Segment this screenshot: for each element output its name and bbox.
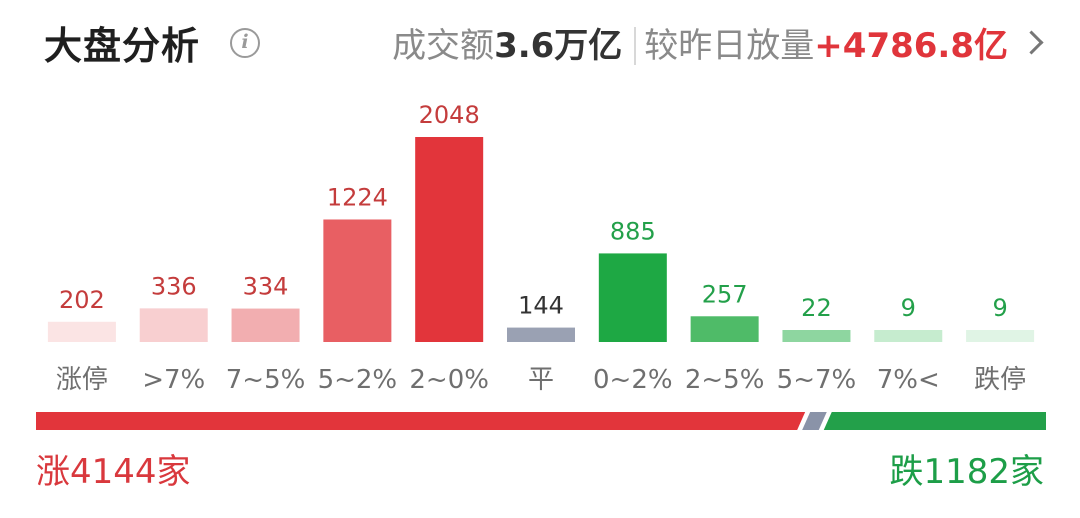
info-icon[interactable]: i — [230, 28, 260, 58]
bar-value-label: 334 — [243, 273, 289, 301]
bar-value-label: 9 — [992, 294, 1007, 322]
bar-value-label: 9 — [901, 294, 916, 322]
page-title: 大盘分析 — [44, 24, 201, 68]
bar-2 — [231, 308, 300, 342]
turnover-label: 成交额 — [392, 26, 495, 66]
category-label: 平 — [528, 365, 554, 395]
bar-value-label: 885 — [610, 217, 656, 245]
category-label: >7% — [142, 365, 205, 395]
bar-4 — [415, 137, 484, 342]
compare-label: 较昨日放量 — [644, 26, 815, 66]
category-label: 7%< — [877, 365, 940, 395]
header: 大盘分析 i 成交额 3.6万亿 较昨日放量 +4786.8亿 — [0, 0, 1080, 90]
category-label: 5~7% — [777, 365, 857, 395]
bar-value-label: 22 — [801, 294, 832, 322]
chevron-right-icon[interactable] — [1019, 30, 1044, 55]
category-label: 0~2% — [593, 365, 673, 395]
bar-9 — [874, 330, 943, 342]
compare-value: +4786.8亿 — [814, 26, 1008, 66]
bar-3 — [323, 219, 392, 342]
up-count-label: 涨4144家 — [36, 452, 191, 492]
category-label: 2~0% — [409, 365, 489, 395]
bar-value-label: 2048 — [419, 101, 480, 129]
turnover-value: 3.6万亿 — [494, 26, 623, 66]
category-label: 7~5% — [226, 365, 306, 395]
bar-5 — [507, 327, 575, 342]
market-summary: 成交额 3.6万亿 较昨日放量 +4786.8亿 — [392, 22, 1008, 70]
ratio-bar-down — [823, 412, 1046, 430]
bar-6 — [598, 253, 667, 342]
bar-1 — [139, 308, 208, 342]
bar-value-label: 257 — [702, 280, 748, 308]
ratio-bar-up — [36, 412, 806, 430]
bar-value-label: 336 — [151, 272, 197, 300]
bar-value-label: 202 — [59, 286, 105, 314]
bar-0 — [47, 321, 116, 342]
summary-divider — [634, 27, 637, 65]
category-label: 跌停 — [974, 365, 1026, 395]
bar-value-label: 1224 — [327, 183, 388, 211]
bar-10 — [966, 330, 1035, 342]
category-label: 2~5% — [685, 365, 765, 395]
bar-value-label: 144 — [518, 292, 564, 320]
bar-8 — [782, 330, 851, 342]
ratio-bar-flat — [802, 412, 827, 430]
bar-7 — [690, 316, 759, 342]
category-label: 涨停 — [56, 365, 108, 395]
distribution-chart: 202 涨停 336 >7% 334 7~5% 1224 5~2% 2048 2~0% 144 平 88… — [36, 101, 1046, 430]
down-count-label: 跌1182家 — [889, 452, 1044, 492]
category-label: 5~2% — [318, 365, 398, 395]
